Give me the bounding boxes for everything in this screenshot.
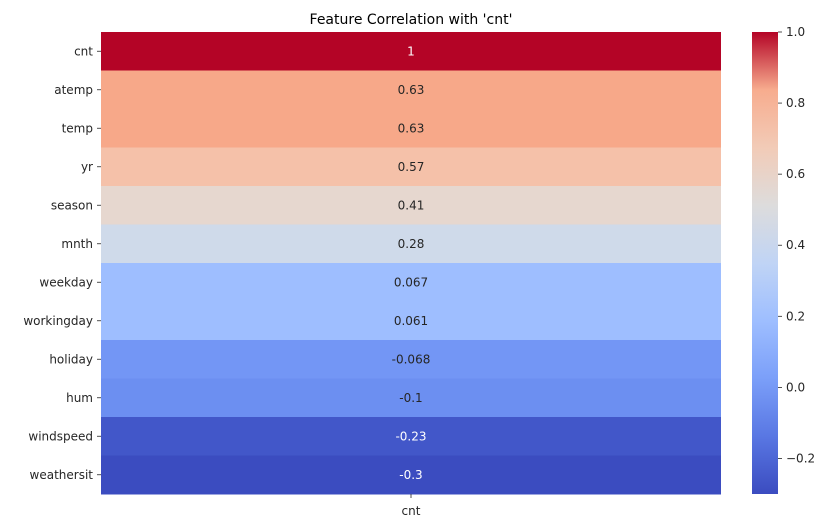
- heatmap-cell-cnt: [101, 32, 721, 71]
- cell-annotation-temp: 0.63: [398, 121, 425, 135]
- heatmap-cell-mnth: [101, 224, 721, 264]
- cell-annotation-holiday: -0.068: [392, 352, 431, 366]
- heatmap-cell-season: [101, 186, 721, 225]
- heatmap-cell-windspeed: [101, 417, 721, 456]
- chart-title: Feature Correlation with 'cnt': [310, 12, 513, 28]
- cell-annotation-yr: 0.57: [398, 160, 425, 174]
- colorbar-tick-label: 0.6: [786, 167, 805, 181]
- column-tick-labels: cnt: [402, 494, 421, 518]
- heatmap-cell-hum: [101, 378, 721, 418]
- heatmap-cell-yr: [101, 147, 721, 187]
- colorbar-tick-label: 1.0: [786, 25, 805, 39]
- row-tick-label-temp: temp: [62, 121, 93, 135]
- colorbar-tick-label: 0.4: [786, 238, 805, 252]
- cell-annotation-weathersit: -0.3: [399, 468, 422, 482]
- row-tick-label-workingday: workingday: [23, 314, 93, 328]
- cell-annotation-hum: -0.1: [399, 391, 422, 405]
- row-tick-label-weekday: weekday: [39, 275, 93, 289]
- column-tick-label-cnt: cnt: [402, 504, 421, 518]
- cell-annotation-workingday: 0.061: [394, 314, 428, 328]
- heatmap-cell-weathersit: [101, 455, 721, 495]
- heatmap-cell-atemp: [101, 70, 721, 110]
- heatmap-cells: 1 0.63 0.63 0.57 0.41 0.28 0.067 0.061 -0.068 -0.…: [101, 32, 721, 495]
- row-tick-label-atemp: atemp: [54, 83, 93, 97]
- cell-annotation-windspeed: -0.23: [395, 429, 426, 443]
- row-tick-label-mnth: mnth: [61, 237, 93, 251]
- row-tick-label-yr: yr: [81, 160, 93, 174]
- colorbar-tick-label: 0.2: [786, 309, 805, 323]
- colorbar-ticks: 1.0 0.8 0.6 0.4 0.2 0.0 −0.2: [778, 25, 815, 465]
- colorbar-tick-label: 0.0: [786, 380, 805, 394]
- heatmap-cell-weekday: [101, 263, 721, 302]
- row-tick-label-weathersit: weathersit: [30, 468, 94, 482]
- cell-annotation-atemp: 0.63: [398, 83, 425, 97]
- row-tick-label-holiday: holiday: [49, 352, 93, 366]
- cell-annotation-mnth: 0.28: [398, 237, 425, 251]
- row-tick-label-cnt: cnt: [74, 44, 93, 58]
- heatmap-cell-holiday: [101, 340, 721, 379]
- colorbar-tick-label: 0.8: [786, 96, 805, 110]
- row-tick-label-season: season: [51, 198, 93, 212]
- heatmap-cell-workingday: [101, 301, 721, 341]
- row-tick-label-hum: hum: [66, 391, 93, 405]
- row-tick-labels: cnt atemp temp yr season mnth weekday workingda…: [23, 44, 101, 482]
- cell-annotation-weekday: 0.067: [394, 275, 428, 289]
- colorbar-gradient: [752, 32, 778, 494]
- cell-annotation-season: 0.41: [398, 198, 425, 212]
- cell-annotation-cnt: 1: [407, 44, 415, 58]
- heatmap-cell-temp: [101, 109, 721, 148]
- row-tick-label-windspeed: windspeed: [28, 429, 93, 443]
- colorbar: 1.0 0.8 0.6 0.4 0.2 0.0 −0.2: [752, 25, 815, 494]
- colorbar-tick-label: −0.2: [786, 451, 815, 465]
